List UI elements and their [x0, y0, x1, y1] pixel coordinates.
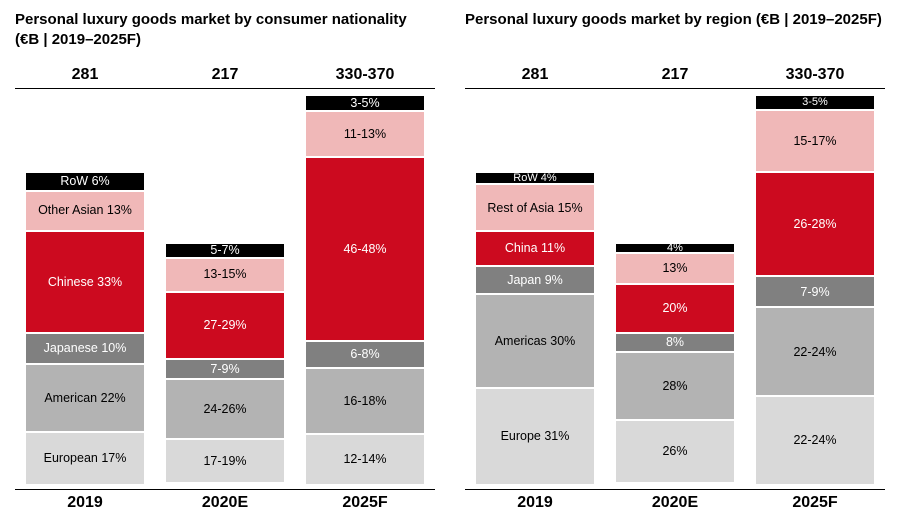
stacked-bar: 5-7%13-15%27-29%7-9%24-26%17-19%	[165, 243, 285, 485]
bar-segment: 3-5%	[305, 95, 425, 111]
col-total: 217	[605, 62, 745, 88]
bar-segment: 26-28%	[755, 172, 875, 276]
bar-segment: 16-18%	[305, 368, 425, 434]
bar-segment: 3-5%	[755, 95, 875, 110]
bar-segment: Japanese 10%	[25, 333, 145, 364]
bar-segment: 11-13%	[305, 111, 425, 158]
col-year: 2019	[465, 490, 605, 516]
bar-segment: 22-24%	[755, 307, 875, 396]
bars-row: RoW 6%Other Asian 13%Chinese 33%Japanese…	[15, 89, 435, 489]
bar-segment: 22-24%	[755, 396, 875, 485]
bar-segment: 8%	[615, 333, 735, 352]
bar-segment: 27-29%	[165, 292, 285, 360]
bar-segment: 46-48%	[305, 157, 425, 340]
bar-segment: 7-9%	[755, 276, 875, 307]
bar-segment: 4%	[615, 243, 735, 253]
col-total: 281	[465, 62, 605, 88]
bar-segment: 15-17%	[755, 110, 875, 172]
stacked-bar: RoW 4%Rest of Asia 15%China 11%Japan 9%A…	[475, 172, 595, 485]
bar-segment: 5-7%	[165, 243, 285, 258]
bar-segment: Rest of Asia 15%	[475, 184, 595, 231]
bars-row: RoW 4%Rest of Asia 15%China 11%Japan 9%A…	[465, 89, 885, 489]
stacked-bar: 3-5%15-17%26-28%7-9%22-24%22-24%	[755, 95, 875, 485]
bar-segment: 13%	[615, 253, 735, 284]
bar-segment: 13-15%	[165, 258, 285, 292]
col-total: 330-370	[745, 62, 885, 88]
stacked-bar: RoW 6%Other Asian 13%Chinese 33%Japanese…	[25, 172, 145, 485]
bar-segment: 7-9%	[165, 359, 285, 378]
chart-body: 281 217 330-370 RoW 6%Other Asian 13%Chi…	[15, 62, 435, 516]
col-year: 2025F	[295, 490, 435, 516]
chart-title: Personal luxury goods market by consumer…	[15, 10, 435, 50]
bar-segment: American 22%	[25, 364, 145, 432]
bar-segment: RoW 6%	[25, 172, 145, 191]
bar-segment: 20%	[615, 284, 735, 332]
col-total: 217	[155, 62, 295, 88]
bar-segment: China 11%	[475, 231, 595, 265]
bar-segment: 26%	[615, 420, 735, 483]
col-year: 2020E	[155, 490, 295, 516]
stacked-bar: 4%13%20%8%28%26%	[615, 243, 735, 485]
chart-region: Personal luxury goods market by region (…	[465, 10, 885, 516]
bar-segment: 24-26%	[165, 379, 285, 439]
bar-column: RoW 6%Other Asian 13%Chinese 33%Japanese…	[15, 93, 155, 485]
chart-title: Personal luxury goods market by region (…	[465, 10, 885, 50]
bottom-labels: 2019 2020E 2025F	[15, 489, 435, 516]
bar-segment: Americas 30%	[475, 294, 595, 388]
bar-column: 4%13%20%8%28%26%	[605, 93, 745, 485]
bar-segment: Japan 9%	[475, 266, 595, 294]
col-total: 330-370	[295, 62, 435, 88]
bar-segment: Europe 31%	[475, 388, 595, 485]
bar-segment: 17-19%	[165, 439, 285, 483]
bar-segment: 28%	[615, 352, 735, 420]
top-labels: 281 217 330-370	[465, 62, 885, 89]
bar-segment: European 17%	[25, 432, 145, 485]
bar-segment: Other Asian 13%	[25, 191, 145, 231]
bar-segment: 12-14%	[305, 434, 425, 485]
bar-segment: 6-8%	[305, 341, 425, 368]
bottom-labels: 2019 2020E 2025F	[465, 489, 885, 516]
top-labels: 281 217 330-370	[15, 62, 435, 89]
bar-column: 3-5%11-13%46-48%6-8%16-18%12-14%	[295, 93, 435, 485]
bar-column: 3-5%15-17%26-28%7-9%22-24%22-24%	[745, 93, 885, 485]
bar-column: 5-7%13-15%27-29%7-9%24-26%17-19%	[155, 93, 295, 485]
col-year: 2020E	[605, 490, 745, 516]
chart-nationality: Personal luxury goods market by consumer…	[15, 10, 435, 516]
bar-segment: RoW 4%	[475, 172, 595, 185]
bar-column: RoW 4%Rest of Asia 15%China 11%Japan 9%A…	[465, 93, 605, 485]
stacked-bar: 3-5%11-13%46-48%6-8%16-18%12-14%	[305, 95, 425, 485]
col-year: 2025F	[745, 490, 885, 516]
col-year: 2019	[15, 490, 155, 516]
bar-segment: Chinese 33%	[25, 231, 145, 333]
chart-body: 281 217 330-370 RoW 4%Rest of Asia 15%Ch…	[465, 62, 885, 516]
col-total: 281	[15, 62, 155, 88]
